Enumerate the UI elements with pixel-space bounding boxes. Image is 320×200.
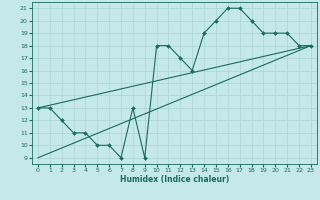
X-axis label: Humidex (Indice chaleur): Humidex (Indice chaleur)	[120, 175, 229, 184]
